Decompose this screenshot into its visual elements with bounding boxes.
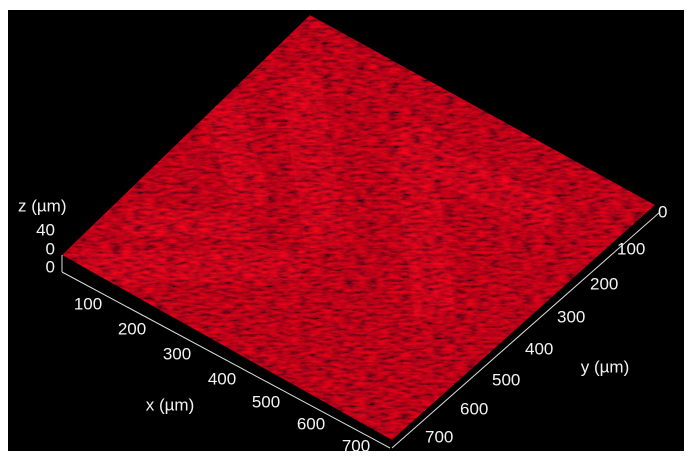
microscopy-render: 100200300400500600700x (µm)0100200300400…: [0, 0, 691, 461]
y-tick-label: 300: [557, 307, 585, 326]
y-tick-label: 100: [617, 239, 645, 258]
x-tick-label: 100: [74, 294, 102, 313]
x-tick-label: 300: [163, 344, 191, 363]
y-tick-label: 200: [590, 274, 618, 293]
z-tick-label: 0: [46, 257, 55, 276]
x-tick-label: 500: [252, 392, 280, 411]
y-tick-label: 700: [425, 427, 453, 446]
x-tick-label: 600: [297, 414, 325, 433]
z-tick-label: 0: [46, 239, 55, 258]
z-tick-label: 40: [36, 220, 55, 239]
x-axis-label: x (µm): [146, 395, 195, 414]
y-tick-label: 400: [525, 339, 553, 358]
y-tick-label: 500: [492, 370, 520, 389]
x-tick-label: 400: [208, 369, 236, 388]
y-axis-label: y (µm): [581, 357, 630, 376]
x-tick-label: 700: [342, 436, 370, 455]
y-tick-label: 600: [460, 399, 488, 418]
z-axis-label: z (µm): [18, 196, 67, 215]
x-tick-label: 200: [118, 319, 146, 338]
y-tick-label: 0: [658, 202, 667, 221]
